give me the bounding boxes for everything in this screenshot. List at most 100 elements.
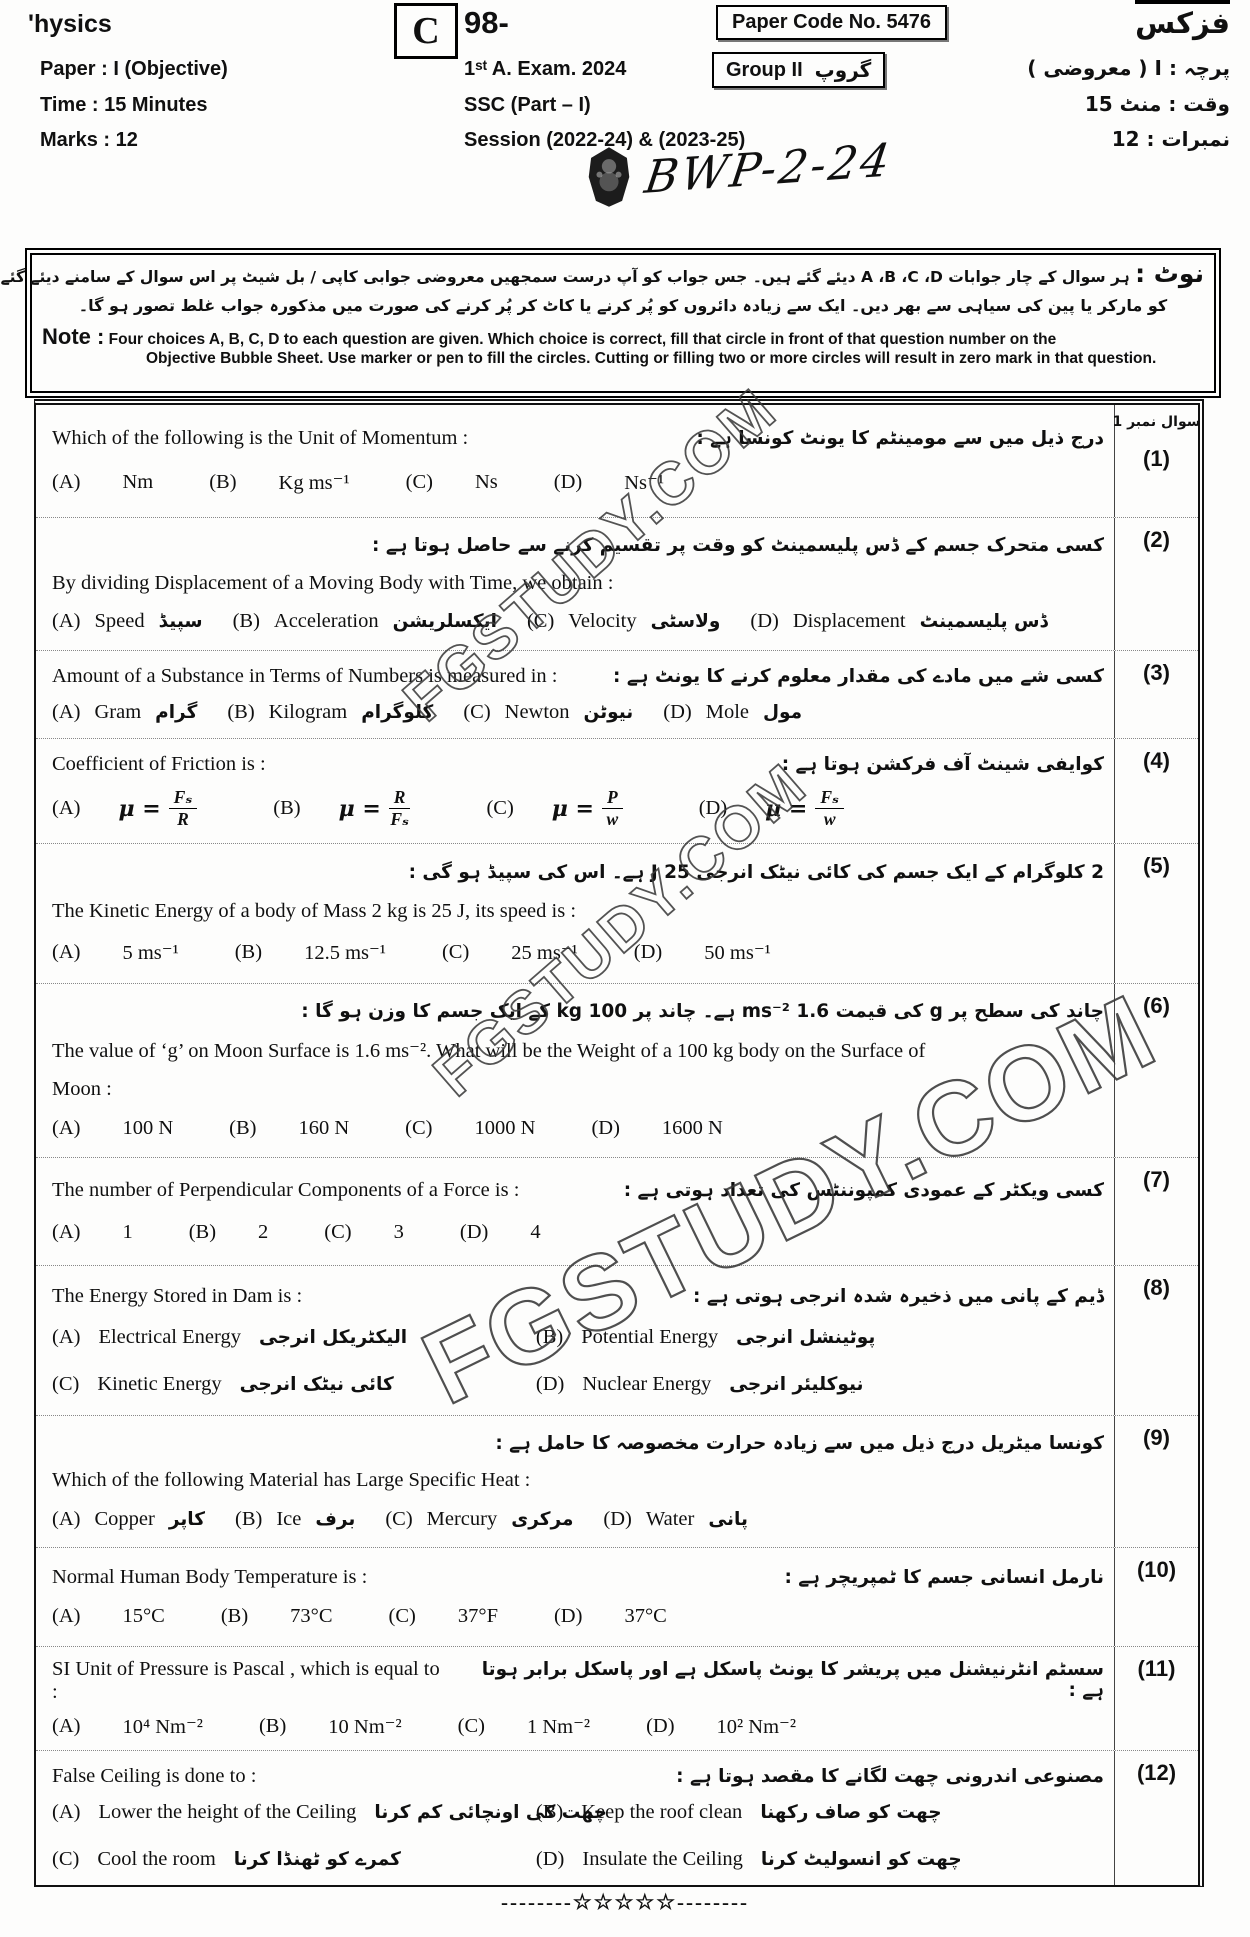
question-text-en: The Energy Stored in Dam is : [52,1285,303,1307]
question-row: SI Unit of Pressure is Pascal , which is… [36,1646,1198,1750]
option-text-ur: مرکری [511,1508,574,1530]
option-label: (B) [235,1507,263,1530]
option-text-en: Lower the height of the Ceiling [98,1801,357,1823]
option-label: (C) [385,1507,413,1530]
option-text-en: Ns⁻¹ [624,472,664,495]
question-text-en: By dividing Displacement of a Moving Bod… [52,571,614,594]
fraction-numerator: Fₛ [815,787,844,810]
question-text-en: Moon : [52,1078,112,1101]
question-number-cell: (7) [1114,1158,1198,1265]
question-number-cell: (2) [1114,518,1198,650]
option-label: (B) [258,1715,287,1737]
option: (B) 2 [189,1221,269,1244]
option-text-ur: چھت کی اونچائی کم کرنا [374,1802,607,1823]
option: (A) μ = Fₛ R [52,787,198,830]
option-label: (A) [52,1715,81,1737]
option-text-en: Mole [705,701,749,723]
option-text-en: Water [645,1507,695,1530]
question-body: The Energy Stored in Dam is : ڈیم کے پانی… [36,1266,1114,1415]
option-label: (D) [553,1605,583,1628]
option-label: (A) [52,610,81,633]
question-column-header: سوال نمبر 1 [1112,414,1201,430]
option: (D) Nuclear Energy نیوکلیئر انرجی [536,1373,1104,1396]
question-text-en: Amount of a Substance in Terms of Number… [52,665,558,687]
option-label: (C) [405,1117,433,1140]
option-label: (B) [535,1326,564,1348]
marks-line-en: Marks : 12 [40,129,138,151]
option: (D) 4 [460,1221,541,1244]
question-text-en: Normal Human Body Temperature is : [52,1565,368,1588]
exam-line: 1ˢᵗ A. Exam. 2024 [464,58,627,80]
option: (D) Water پانی [603,1508,747,1531]
option-formula: μ = Fₛ R [118,787,198,830]
option-label: (B) [209,471,237,494]
paper-header: 'hysics Paper : I (Objective) Time : 15 … [0,0,1250,250]
option-label: (C) [52,1373,80,1395]
option-text-en: Acceleration [273,610,379,633]
question-body: The number of Perpendicular Components o… [36,1158,1114,1265]
option: (C) 25 ms⁻¹ [442,940,578,965]
option-label: (A) [52,1801,81,1823]
question-row: 2 کلوگرام کے ایک جسم کی کائی نیٹک انرجی … [36,843,1198,983]
note-urdu-text1: ہر سوال کے چار جوابات A ،B ،C ،D دیئے گئ… [0,268,1130,286]
option-label: (D) [591,1117,620,1140]
question-number: (7) [1143,1167,1170,1192]
option-text-en: Nuclear Energy [582,1373,712,1395]
paper-line-ur: پرچہ : I ( معروضی ) [1027,56,1230,80]
question-body: Amount of a Substance in Terms of Number… [36,651,1114,738]
question-text-ur: کسی ویکٹر کے عمودی کمپوننٹس کی تعداد ہوت… [623,1179,1104,1201]
option-label: (B) [273,797,301,820]
instructions-note-box: نوٹ : ہر سوال کے چار جوابات A ،B ،C ،D د… [0,248,1221,398]
option: (B) Acceleration ایکسلریشن [233,610,497,633]
marks-line-ur: نمبرات : 12 [1111,127,1230,151]
question-text-ur: مصنوعی اندرونی چھت لگانے کا مقصد ہوتا ہے… [676,1766,1104,1787]
option-label: (C) [526,610,555,633]
option: (A) 1 [52,1221,133,1244]
option: (B) 10 Nm⁻² [259,1714,402,1739]
option-label: (A) [52,797,81,820]
option: (A) Nm [52,471,153,494]
option: (B) Kilogram کلوگرام [227,701,433,724]
question-text-ur: ڈیم کے پانی میں ذخیرہ شدہ انرجی ہوتی ہے … [693,1286,1104,1307]
option: (D) Ns⁻¹ [554,470,664,495]
option-text-ur: نیوٹن [583,702,634,723]
question-text-en: SI Unit of Pressure is Pascal , which is… [52,1658,440,1703]
option-formula: μ = Fₛ w [765,787,844,830]
option-text-en: Speed [94,610,145,633]
option: (D) Displacement ڈس پلیسمینٹ [750,610,1047,633]
question-row: چاند کی سطح پر g کی قیمت 1.6 ms⁻² ہے۔ چا… [36,983,1198,1157]
option-formula: μ = R Fₛ [339,787,411,830]
option: (B) 73°C [221,1605,333,1628]
questions-table: Which of the following is the Unit of Mo… [34,399,1204,1887]
option-text-en: Electrical Energy [98,1326,241,1348]
options-row: (A) 5 ms⁻¹ (B) 12.5 ms⁻¹ (C) 25 ms⁻¹ (D) 50 ms⁻… [52,940,1104,965]
option: (D) Insulate the Ceiling چھت کو انسولیٹ کر… [536,1848,1104,1871]
option-text-ur: چھت کو صاف رکھنا [760,1802,942,1823]
option-text-ur: پوٹینشل انرجی [736,1327,876,1348]
option-text-ur: پانی [708,1508,748,1530]
option-label: (C) [52,1848,80,1870]
end-of-paper-separator: --------☆☆☆☆☆-------- [500,1890,750,1914]
question-row: The Energy Stored in Dam is : ڈیم کے پانی… [36,1265,1198,1415]
fraction-denominator: w [606,809,619,830]
option: (B) Keep the roof clean چھت کو صاف رکھنا [536,1801,1104,1824]
question-number: (1) [1143,446,1170,471]
question-number: (2) [1143,527,1170,552]
question-number-cell: (5) [1114,844,1198,983]
option-text-ur: ایکسلریشن [392,611,497,633]
option-text-en: 25 ms⁻¹ [511,942,578,964]
option-label: (A) [52,701,81,723]
question-number: (10) [1136,1557,1177,1582]
option: (B) Potential Energy پوٹینشل انرجی [536,1326,1104,1349]
note-english-line2: Objective Bubble Sheet. Use marker or pe… [146,350,1157,367]
option: (B) 12.5 ms⁻¹ [235,940,386,965]
option-label: (D) [603,1507,632,1530]
option: (A) 100 N [52,1117,173,1140]
option-text-en: 12.5 ms⁻¹ [304,942,386,964]
mu-symbol: μ = [118,795,161,822]
option: (A) Gram گرام [52,701,197,724]
question-number-cell: سوال نمبر 1 (1) [1112,405,1201,517]
question-number-cell: (10) [1114,1548,1198,1646]
note-urdu-line1: نوٹ : ہر سوال کے چار جوابات A ،B ،C ،D د… [0,259,1204,288]
